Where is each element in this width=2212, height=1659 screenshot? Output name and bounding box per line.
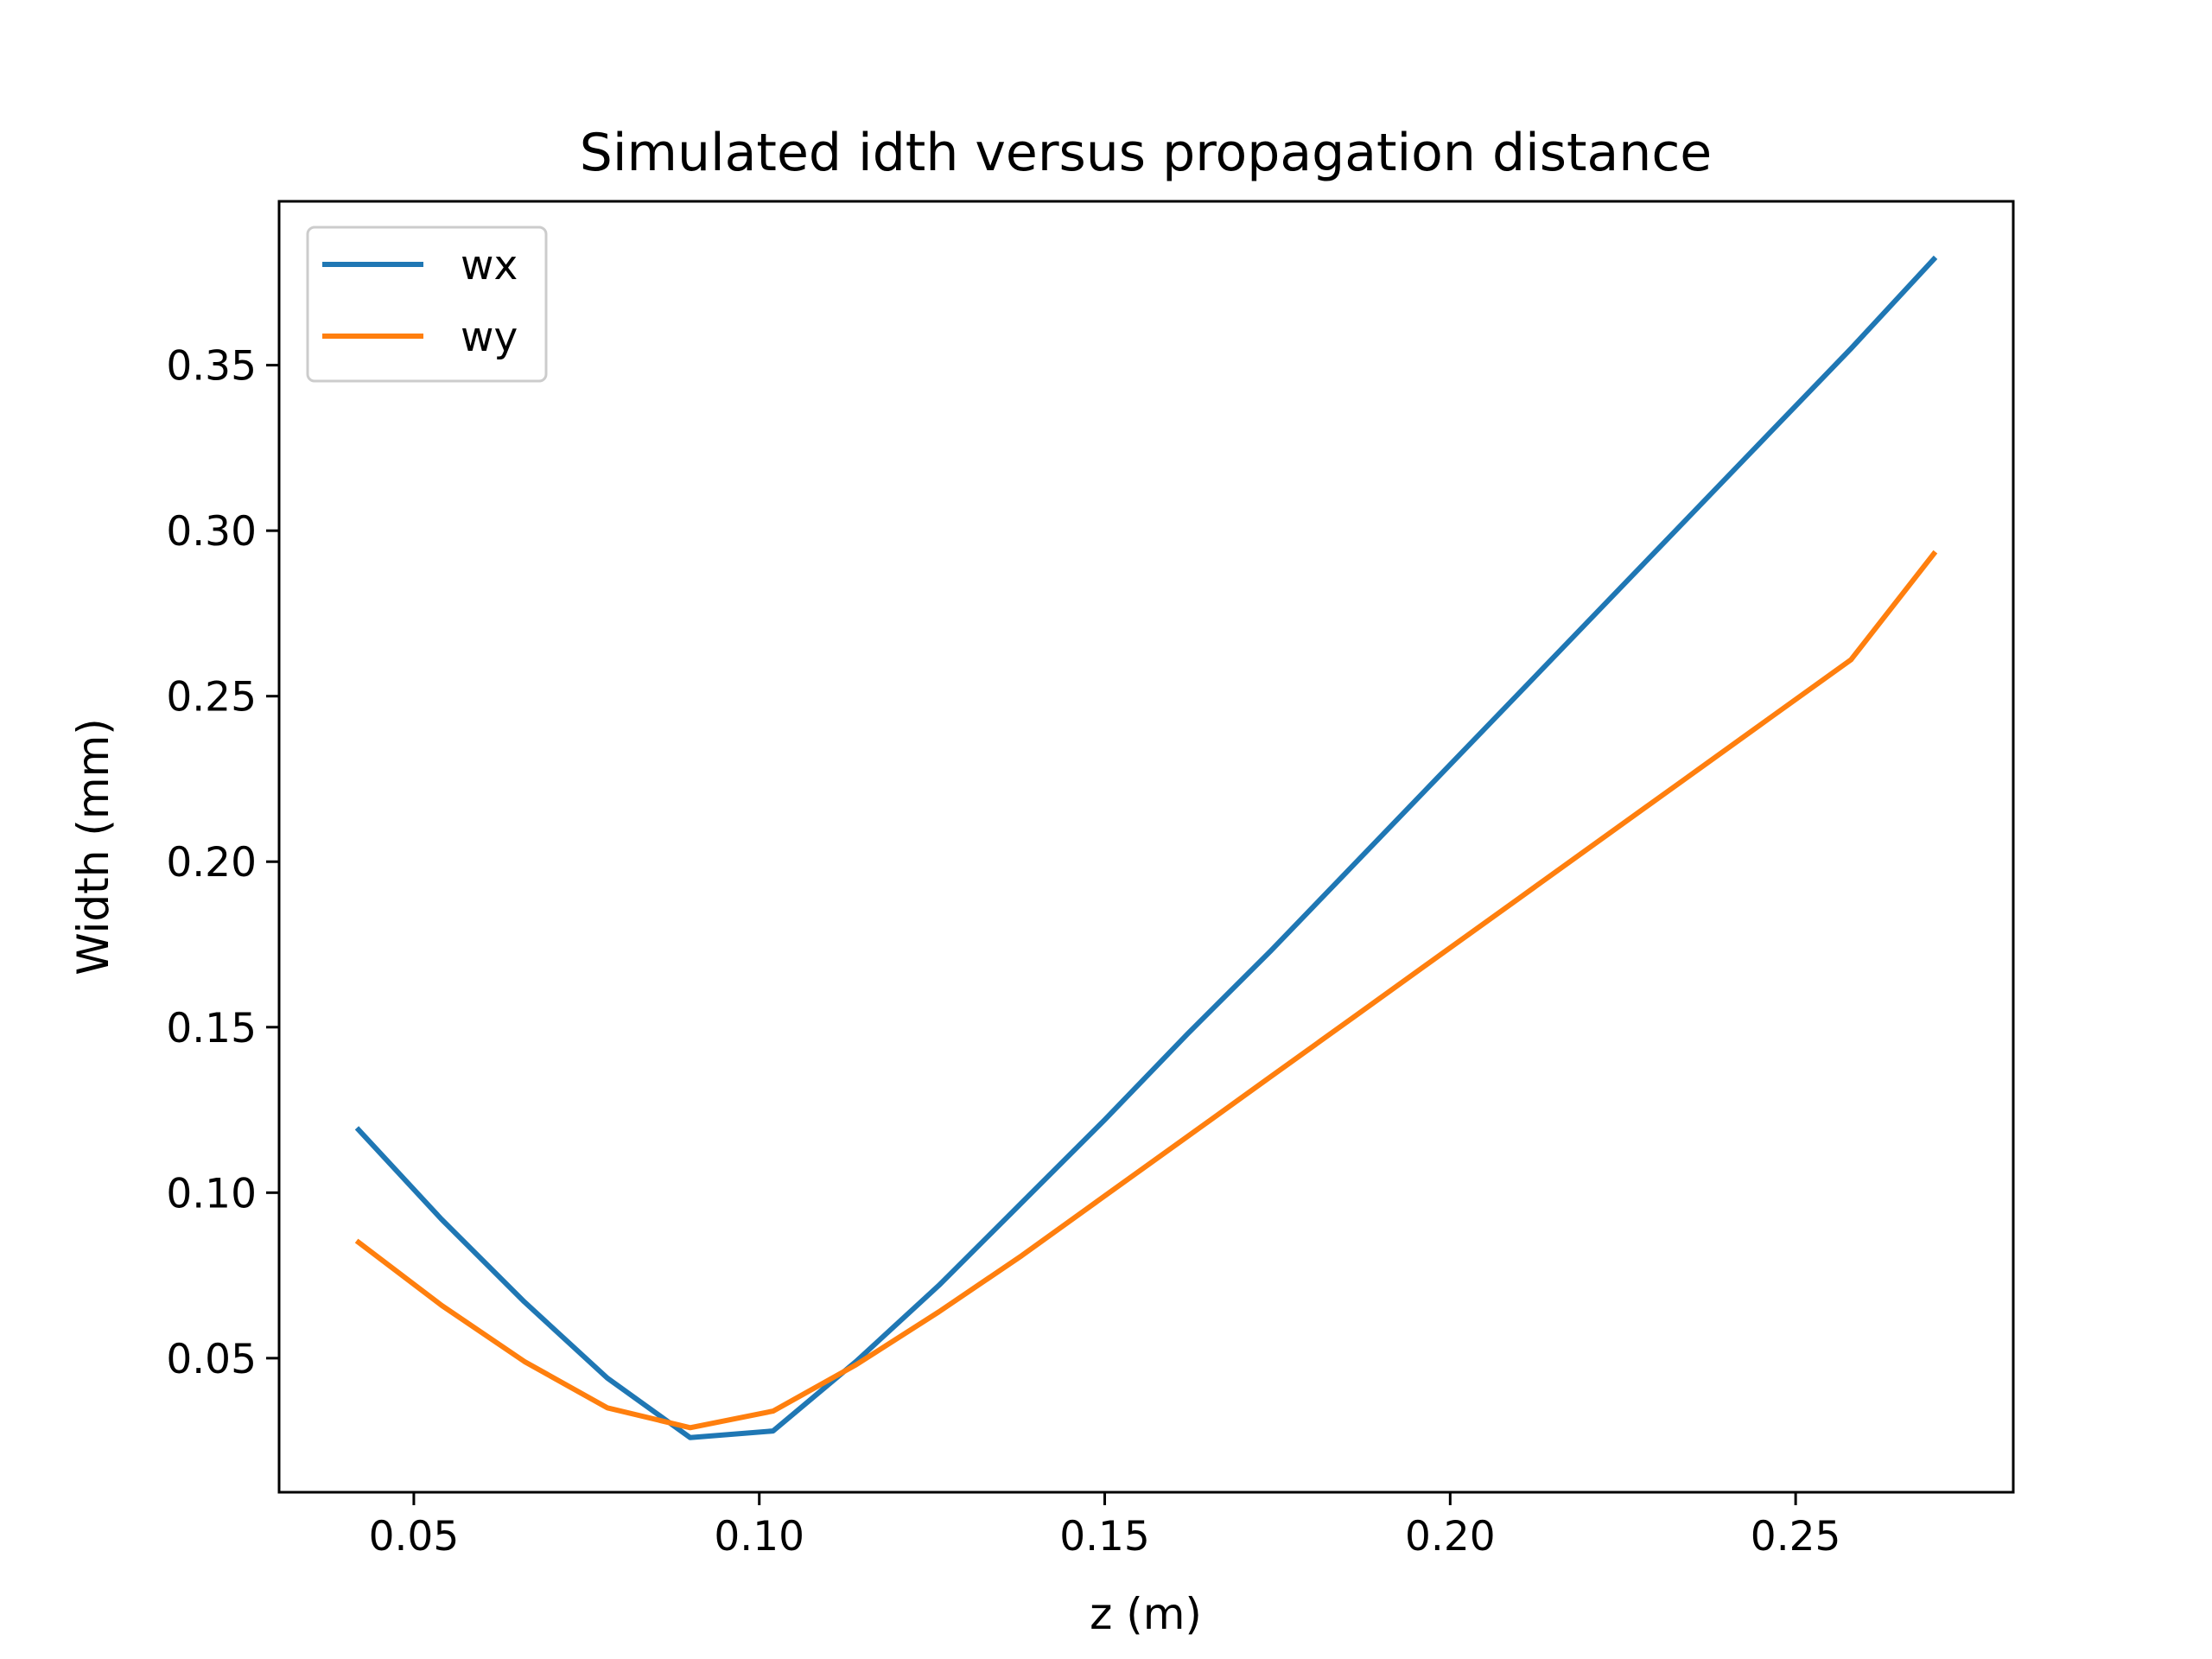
y-tick-label: 0.05 (166, 1336, 257, 1383)
x-axis-label: z (m) (1090, 1589, 1202, 1639)
y-axis: 0.05 0.10 0.15 0.20 0.25 0.30 0.35 (166, 343, 279, 1383)
chart-title: Simulated idth versus propagation distan… (580, 123, 1712, 183)
x-tick-label: 0.20 (1405, 1513, 1496, 1560)
x-tick-label: 0.10 (714, 1513, 804, 1560)
series-line-wy (354, 550, 1938, 1431)
series-line-wx (354, 255, 1938, 1440)
y-tick-label: 0.15 (166, 1005, 257, 1052)
x-tick-label: 0.15 (1059, 1513, 1150, 1560)
x-tick-label: 0.25 (1751, 1513, 1841, 1560)
plot-frame (277, 200, 2015, 1494)
y-tick-label: 0.20 (166, 839, 257, 887)
legend: wx wy (306, 226, 548, 383)
legend-label-wx: wx (461, 242, 518, 289)
x-axis: 0.05 0.10 0.15 0.20 0.25 (369, 1492, 1841, 1560)
y-tick-label: 0.35 (166, 343, 257, 391)
y-tick-label: 0.10 (166, 1170, 257, 1217)
legend-label-wy: wy (461, 314, 518, 361)
x-tick-label: 0.05 (369, 1513, 460, 1560)
y-tick-label: 0.25 (166, 674, 257, 721)
y-tick-label: 0.30 (166, 508, 257, 556)
y-axis-label: Width (mm) (68, 718, 118, 976)
series-layer (354, 255, 1938, 1440)
